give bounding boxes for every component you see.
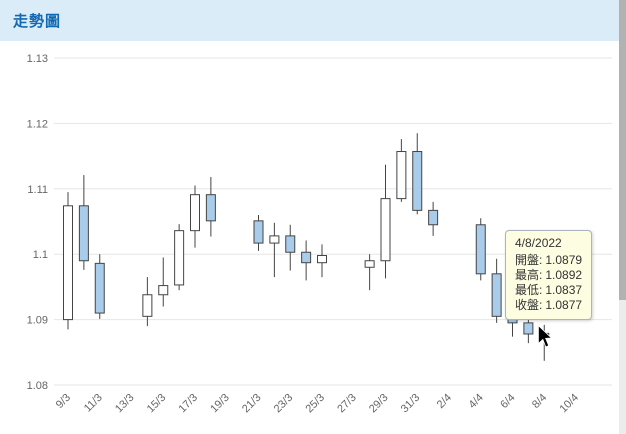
candle[interactable]: [301, 240, 312, 281]
tooltip-low-label: 最低:: [515, 283, 543, 297]
tooltip-low-value: 1.0837: [545, 283, 583, 297]
candle[interactable]: [63, 192, 73, 330]
tooltip-close-row: 收盤: 1.0877: [515, 298, 582, 313]
candle[interactable]: [428, 201, 439, 236]
x-axis-label: 27/3: [335, 392, 359, 416]
x-axis-label: 9/3: [54, 392, 73, 411]
mouse-cursor-icon: [537, 325, 553, 348]
chart-tooltip: 4/8/2022 開盤: 1.0879 最高: 1.0892 最低: 1.0837 收…: [505, 230, 593, 320]
candlestick-chart[interactable]: 1.08 1.09 1.1 1.11 1.12 1.13 9/3 11/3 13/3 15/3 17…: [0, 42, 620, 434]
scrollbar[interactable]: [619, 0, 626, 434]
y-axis-label: 1.13: [27, 53, 48, 65]
x-axis-label: 10/4: [557, 392, 581, 416]
tooltip-open-value: 1.0879: [545, 253, 583, 267]
candle[interactable]: [285, 224, 296, 271]
y-axis-label: 1.09: [27, 315, 48, 327]
x-axis-label: 19/3: [208, 392, 232, 416]
candle[interactable]: [142, 277, 153, 327]
candle[interactable]: [205, 177, 216, 237]
candle[interactable]: [253, 214, 264, 251]
x-axis-label: 21/3: [240, 392, 264, 416]
candle[interactable]: [396, 139, 407, 202]
x-axis-label: 13/3: [113, 392, 137, 416]
x-axis-label: 8/4: [530, 392, 549, 411]
x-axis-label: 23/3: [272, 392, 296, 416]
tooltip-close-value: 1.0877: [545, 298, 583, 312]
candle[interactable]: [158, 257, 169, 307]
candle[interactable]: [364, 254, 375, 291]
y-axis-label: 1.08: [27, 380, 48, 392]
candle[interactable]: [317, 244, 327, 278]
x-axis-label: 17/3: [176, 392, 200, 416]
tooltip-open-row: 開盤: 1.0879: [515, 253, 582, 268]
x-axis-label: 29/3: [367, 392, 391, 416]
candle[interactable]: [78, 175, 89, 270]
tooltip-low-row: 最低: 1.0837: [515, 283, 582, 298]
candle[interactable]: [190, 185, 200, 248]
x-axis-label: 11/3: [82, 392, 105, 415]
tooltip-high-value: 1.0892: [545, 268, 583, 282]
candle[interactable]: [94, 254, 105, 319]
tooltip-close-label: 收盤:: [515, 298, 543, 312]
x-axis-label: 4/4: [467, 392, 486, 411]
x-axis-label: 2/4: [435, 392, 454, 411]
x-axis-label: 6/4: [498, 392, 517, 411]
y-axis-label: 1.11: [27, 184, 48, 196]
candle[interactable]: [412, 133, 423, 215]
candle[interactable]: [491, 258, 502, 323]
candle[interactable]: [380, 164, 391, 279]
tooltip-high-row: 最高: 1.0892: [515, 268, 582, 283]
tooltip-date: 4/8/2022: [515, 236, 562, 250]
y-axis-label: 1.1: [33, 249, 48, 261]
y-axis-label: 1.12: [27, 118, 48, 130]
page-title: 走勢圖: [13, 13, 62, 30]
candle[interactable]: [174, 224, 185, 291]
x-axis-label: 25/3: [303, 392, 327, 416]
tooltip-high-label: 最高:: [515, 268, 543, 282]
page-header: 走勢圖: [0, 0, 626, 41]
x-axis-label: 31/3: [399, 392, 423, 416]
x-axis-label: 15/3: [145, 392, 169, 416]
scrollbar-thumb[interactable]: [619, 0, 626, 300]
candle[interactable]: [475, 218, 486, 281]
candle[interactable]: [269, 222, 280, 278]
tooltip-open-label: 開盤:: [515, 253, 543, 267]
